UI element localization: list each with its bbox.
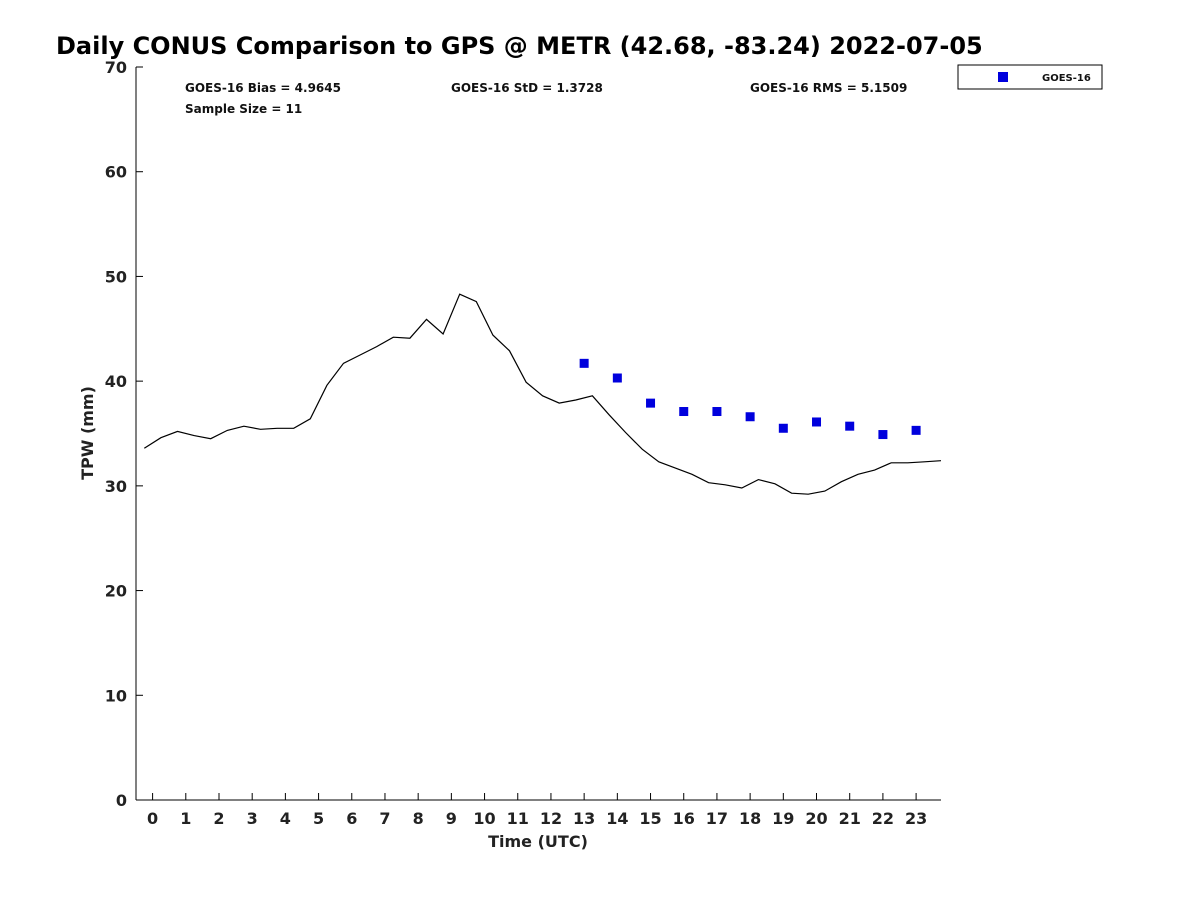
rms-stat: GOES-16 RMS = 5.1509: [750, 81, 907, 95]
x-tick-label: 19: [772, 809, 794, 828]
gps-tpw-line: [143, 293, 942, 495]
y-tick-label: 60: [105, 163, 127, 182]
bias-stat: GOES-16 Bias = 4.9645: [185, 81, 341, 95]
std-stat: GOES-16 StD = 1.3728: [451, 81, 603, 95]
x-tick-label: 12: [540, 809, 562, 828]
y-axis-ticks: 0 10 20 30 40 50 60 70: [105, 58, 143, 810]
goes16-point: [679, 407, 689, 417]
y-tick-label: 50: [105, 267, 127, 286]
x-tick-label: 3: [247, 809, 258, 828]
x-tick-label: 13: [573, 809, 595, 828]
chart-title: Daily CONUS Comparison to GPS @ METR (42…: [56, 32, 983, 60]
axes: [135, 67, 941, 801]
legend-marker-goes16: [998, 72, 1008, 82]
x-tick-label: 15: [639, 809, 661, 828]
legend-label-goes16: GOES-16: [1042, 73, 1091, 84]
x-tick-label: 22: [872, 809, 894, 828]
y-tick-label: 0: [116, 791, 127, 810]
x-tick-label: 7: [379, 809, 390, 828]
x-tick-label: 20: [805, 809, 827, 828]
goes16-point: [812, 417, 822, 427]
goes16-point: [911, 425, 921, 435]
x-tick-label: 5: [313, 809, 324, 828]
x-axis-ticks: 0 1 2 3 4 5 6 7 8 9 10 11 12 13 14 15 16 17 18 19 20 21 22 23: [147, 793, 927, 828]
plot-series: [143, 293, 942, 495]
x-tick-label: 4: [280, 809, 291, 828]
y-tick-label: 10: [105, 686, 127, 705]
goes16-point: [712, 407, 722, 417]
x-tick-label: 18: [739, 809, 761, 828]
x-tick-label: 6: [346, 809, 357, 828]
y-tick-label: 70: [105, 58, 127, 77]
goes16-point: [878, 430, 888, 440]
goes16-point: [745, 412, 755, 422]
x-tick-label: 16: [673, 809, 695, 828]
y-tick-label: 20: [105, 582, 127, 601]
x-tick-label: 14: [606, 809, 628, 828]
x-tick-label: 8: [413, 809, 424, 828]
x-tick-label: 10: [473, 809, 495, 828]
y-tick-label: 30: [105, 477, 127, 496]
goes16-point: [778, 423, 788, 433]
goes16-point: [646, 398, 656, 408]
x-tick-label: 21: [839, 809, 861, 828]
x-tick-label: 23: [905, 809, 927, 828]
y-axis-label: TPW (mm): [78, 386, 97, 480]
sample-size-stat: Sample Size = 11: [185, 102, 302, 116]
x-tick-label: 9: [446, 809, 457, 828]
goes16-point: [845, 421, 855, 431]
x-tick-label: 11: [507, 809, 529, 828]
x-tick-label: 0: [147, 809, 158, 828]
legend: GOES-16: [957, 64, 1103, 90]
x-tick-label: 17: [706, 809, 728, 828]
goes16-point: [579, 358, 589, 368]
x-tick-label: 2: [213, 809, 224, 828]
y-tick-label: 40: [105, 372, 127, 391]
legend-box: [957, 64, 1103, 90]
goes16-point: [612, 373, 622, 383]
x-axis-label: Time (UTC): [488, 832, 588, 851]
x-tick-label: 1: [180, 809, 191, 828]
